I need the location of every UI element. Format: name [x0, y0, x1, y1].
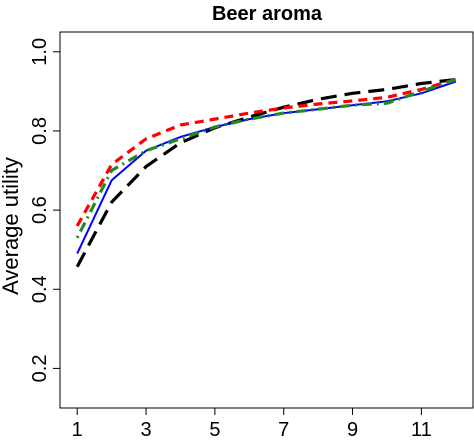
axes: 1 3 5 7 9 11 0.2 0.4 0.6 0.8 1.0 [29, 38, 432, 441]
series-line-3 [75, 77, 457, 227]
chart-title: Beer aroma [212, 3, 323, 25]
x-tick-label: 3 [140, 419, 151, 438]
plot-frame [59, 31, 474, 409]
x-tick-label: 5 [209, 419, 220, 438]
series-group [75, 77, 457, 268]
series-line-1 [75, 77, 456, 268]
series-line-4 [75, 77, 457, 239]
series-line-2 [76, 80, 457, 255]
x-tick-label: 7 [278, 419, 289, 438]
y-tick-label: 0.8 [29, 117, 51, 145]
x-tick-label: 9 [347, 419, 358, 438]
y-tick-label: 0.2 [29, 355, 51, 383]
y-tick-label: 0.4 [29, 275, 51, 303]
x-tick-label: 11 [411, 419, 432, 438]
y-tick-label: 0.6 [29, 196, 51, 224]
x-tick-label: 1 [72, 419, 83, 438]
y-tick-label: 1.0 [29, 38, 51, 66]
y-axis-label: Average utility [0, 157, 23, 295]
